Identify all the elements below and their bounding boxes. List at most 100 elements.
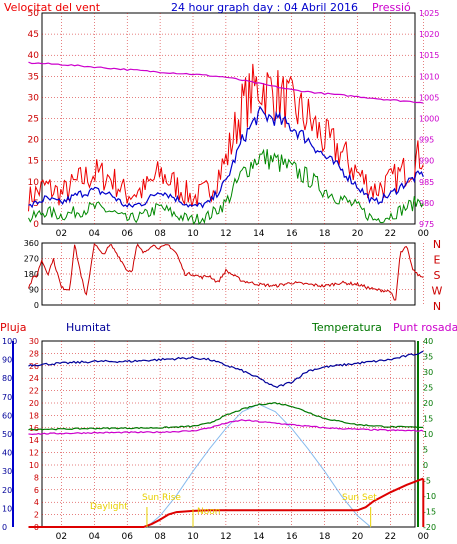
pressure-y-tick-label: 985 [419,178,434,187]
temperature-y-tick-label: 25 [423,384,433,393]
wind-x-tick-label: 02 [56,229,67,239]
humidity-y-tick-label: 30 [2,467,12,476]
climate-x-tick-label: 20 [352,532,364,542]
humidity-series-label: Humitat [66,321,111,334]
temperature-y-tick-label: -15 [423,508,436,517]
climate-x-tick-label: 14 [253,532,265,542]
direction-y-tick-label: 360 [24,239,39,248]
pressure-y-tick-label: 1020 [419,30,439,39]
sunset-annotation: Sun Set [342,493,377,503]
pressure-y-tick-label: 1015 [419,51,439,60]
wind-y-tick-label: 10 [28,178,40,188]
rain-y-tick-label: 18 [29,411,39,420]
pressure-y-tick-label: 1025 [419,9,439,18]
temperature-y-tick-label: -20 [423,523,436,532]
wind-direction-line [28,243,424,301]
wind-x-tick-label: 00 [418,229,430,239]
temperature-y-tick-label: 20 [423,399,433,408]
humidity-y-tick-label: 60 [2,411,12,420]
temperature-y-tick-label: 35 [423,353,433,362]
wind-y-tick-label: 30 [28,93,40,103]
wind-x-tick-label: 22 [385,229,396,239]
direction-y-tick-label: 180 [24,270,39,279]
rain-y-tick-label: 20 [29,399,39,408]
temperature-series-label: Temperatura [312,321,382,334]
humidity-y-tick-label: 100 [2,337,17,346]
humidity-y-tick-label: 20 [2,486,12,495]
pressure-y-tick-label: 1000 [419,115,439,124]
pressure-y-tick-label: 995 [419,136,434,145]
compass-label: E [434,254,441,267]
rain-series-label: Pluja [0,321,27,334]
temperature-y-tick-label: 15 [423,415,433,424]
rain-y-tick-label: 26 [29,362,39,371]
wind-axis-title: Velocitat del vent [4,1,101,14]
humidity-line [28,350,424,389]
compass-label: N [433,300,441,313]
rain-y-tick-label: 24 [29,374,39,383]
climate-x-tick-label: 08 [154,532,166,542]
climate-x-tick-label: 00 [418,532,430,542]
climate-x-tick-label: 04 [89,532,101,542]
wind-y-tick-label: 20 [28,136,40,146]
temperature-y-tick-label: -5 [423,477,431,486]
pressure-line [28,61,424,104]
wind-gust-line [28,63,424,212]
climate-x-tick-label: 18 [319,532,331,542]
compass-label: W [432,285,443,298]
rain-y-tick-label: 12 [29,449,39,458]
wind-y-tick-label: 25 [28,115,39,125]
wind-y-tick-label: 40 [28,51,40,61]
compass-label: N [433,238,441,251]
rain-y-tick-label: 22 [29,387,39,396]
wind-x-tick-label: 10 [187,229,199,239]
rain-y-tick-label: 4 [34,498,39,507]
pressure-y-tick-label: 975 [419,220,434,229]
daylight-annotation: Daylight [90,502,128,512]
humidity-y-tick-label: 50 [2,430,12,439]
compass-label: S [434,269,441,282]
chart-title: 24 hour graph day : 04 Abril 2016 [171,1,358,14]
dewpoint-series-label: Punt rosada [393,321,457,334]
wind-y-tick-label: 0 [33,220,39,230]
wind-y-tick-label: 45 [28,30,39,40]
climate-x-tick-label: 02 [56,532,67,542]
dewpoint-line [28,419,424,436]
temperature-y-tick-label: 10 [423,430,433,439]
wind-y-tick-label: 35 [28,72,39,82]
pressure-axis-title: Pressió [372,1,411,14]
wind-x-tick-label: 12 [220,229,231,239]
humidity-y-tick-label: 80 [2,374,12,383]
temperature-line [28,402,424,431]
pressure-y-tick-label: 990 [419,157,434,166]
sunrise-annotation: Sun Rise [142,493,181,503]
rain-y-tick-label: 28 [29,349,39,358]
temperature-y-tick-label: 5 [423,446,428,455]
wind-average-line [28,105,424,209]
rain-y-tick-label: 16 [29,424,39,433]
wind-x-tick-label: 04 [89,229,101,239]
climate-x-tick-label: 10 [187,532,199,542]
climate-x-tick-label: 16 [286,532,298,542]
humidity-y-tick-label: 70 [2,393,12,402]
wind-y-tick-label: 50 [28,9,40,19]
temperature-y-tick-label: 30 [423,368,433,377]
climate-x-tick-label: 06 [121,532,133,542]
wind-x-tick-label: 20 [352,229,364,239]
wind-x-tick-label: 08 [154,229,166,239]
direction-y-tick-label: 270 [24,255,39,264]
wind-x-tick-label: 16 [286,229,298,239]
rain-line [28,477,424,528]
humidity-y-tick-label: 90 [2,356,12,365]
rain-y-tick-label: 30 [29,337,39,346]
direction-y-tick-label: 90 [29,286,39,295]
pressure-y-tick-label: 1010 [419,72,439,81]
climate-x-tick-label: 12 [220,532,231,542]
rain-y-tick-label: 14 [29,436,39,445]
noon-annotation: Noon [197,507,221,517]
rain-y-tick-label: 10 [29,461,39,470]
wind-x-tick-label: 06 [121,229,133,239]
temperature-y-tick-label: -10 [423,492,436,501]
humidity-y-tick-label: 0 [2,523,7,532]
